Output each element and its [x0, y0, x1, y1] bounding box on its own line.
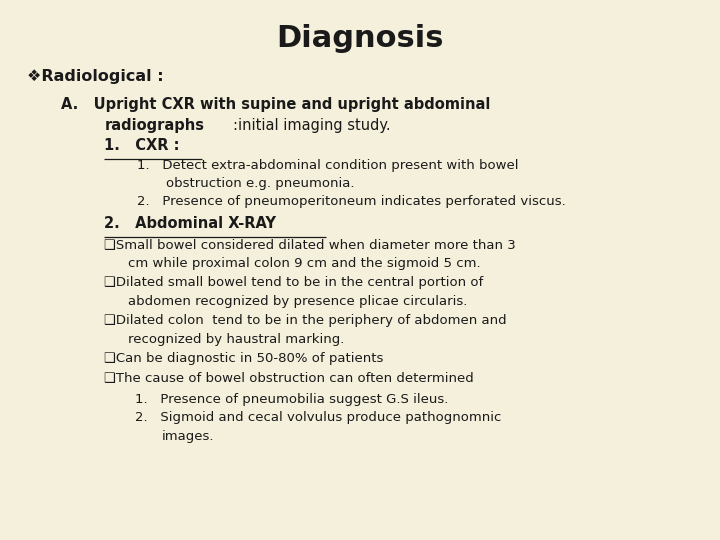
Text: ❑Can be diagnostic in 50-80% of patients: ❑Can be diagnostic in 50-80% of patients [104, 352, 384, 365]
Text: ❑The cause of bowel obstruction can often determined: ❑The cause of bowel obstruction can ofte… [104, 372, 474, 384]
Text: 2.   Sigmoid and cecal volvulus produce pathognomnic: 2. Sigmoid and cecal volvulus produce pa… [135, 411, 502, 424]
Text: 1.   Presence of pneumobilia suggest G.S ileus.: 1. Presence of pneumobilia suggest G.S i… [135, 393, 449, 406]
Text: 1.   CXR :: 1. CXR : [104, 138, 180, 153]
Text: :initial imaging study.: :initial imaging study. [233, 118, 391, 133]
Text: ❖Radiological :: ❖Radiological : [27, 69, 164, 84]
Text: 2.   Abdominal X-RAY: 2. Abdominal X-RAY [104, 216, 276, 231]
Text: recognized by haustral marking.: recognized by haustral marking. [128, 333, 345, 346]
Text: ❑Dilated small bowel tend to be in the central portion of: ❑Dilated small bowel tend to be in the c… [104, 276, 484, 289]
Text: obstruction e.g. pneumonia.: obstruction e.g. pneumonia. [166, 177, 354, 190]
Text: abdomen recognized by presence plicae circularis.: abdomen recognized by presence plicae ci… [128, 295, 467, 308]
Text: radiographs: radiographs [104, 118, 204, 133]
Text: Diagnosis: Diagnosis [276, 24, 444, 53]
Text: 2.   Presence of pneumoperitoneum indicates perforated viscus.: 2. Presence of pneumoperitoneum indicate… [137, 195, 565, 208]
Text: ❑Small bowel considered dilated when diameter more than 3: ❑Small bowel considered dilated when dia… [104, 239, 516, 252]
Text: cm while proximal colon 9 cm and the sigmoid 5 cm.: cm while proximal colon 9 cm and the sig… [128, 257, 481, 270]
Text: ❑Dilated colon  tend to be in the periphery of abdomen and: ❑Dilated colon tend to be in the periphe… [104, 314, 507, 327]
Text: images.: images. [162, 430, 215, 443]
Text: 1.   Detect extra-abdominal condition present with bowel: 1. Detect extra-abdominal condition pres… [137, 159, 518, 172]
Text: A.   Upright CXR with supine and upright abdominal: A. Upright CXR with supine and upright a… [61, 97, 490, 112]
